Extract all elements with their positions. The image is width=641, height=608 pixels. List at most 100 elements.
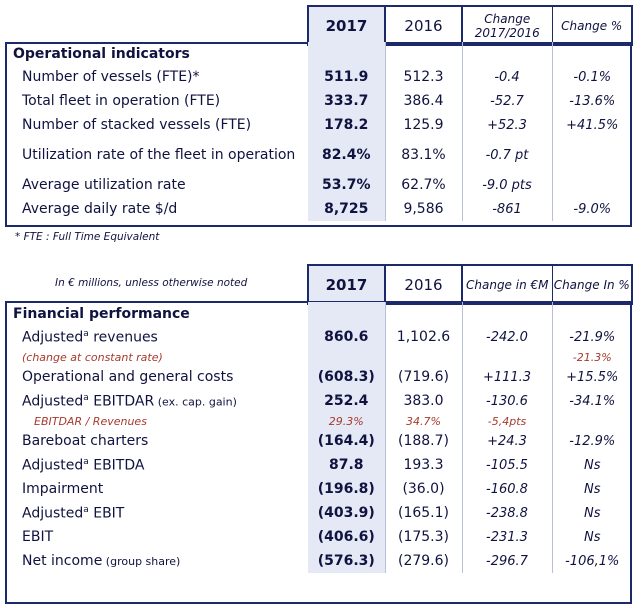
row-label: Net income (group share) [5, 549, 308, 573]
section-title-operational: Operational indicators [13, 45, 190, 62]
value-change: -242.0 [461, 325, 552, 349]
value-2017: (196.8) [308, 477, 385, 501]
value-change-pct [551, 413, 632, 429]
table-row: Number of vessels (FTE)* 511.9 512.3 -0.4 -0… [5, 65, 632, 89]
value-change: -0.4 [461, 65, 552, 89]
value-change-pct: -21.3% [551, 349, 632, 365]
row-label: Average daily rate $/d [22, 201, 178, 217]
table-row: EBITDAR / Revenues 29.3% 34.7% -5,4pts [5, 413, 632, 429]
superscript-marker: a [83, 456, 89, 467]
row-label-small: (ex. cap. gain) [154, 395, 237, 409]
value-2016: (279.6) [384, 549, 462, 573]
table-row: Adjusteda EBIT (403.9) (165.1) -238.8 Ns [5, 501, 632, 525]
value-2016: 1,102.6 [384, 325, 462, 349]
superscript-marker: a [83, 328, 89, 339]
row-label: (change at constant rate) [5, 349, 308, 365]
table2-header-empty [5, 265, 308, 304]
value-change-pct: -21.9% [551, 325, 632, 349]
value-2016: 386.4 [384, 89, 462, 113]
value-2016: (175.3) [384, 525, 462, 549]
row-label-note: EBITDAR / Revenues [34, 415, 147, 428]
table2-header-2017: 2017 [307, 264, 386, 305]
value-change: -861 [461, 197, 552, 221]
table-row: Adjusteda revenues 860.6 1,102.6 -242.0 -21.… [5, 325, 632, 349]
row-label: Adjusteda revenues [5, 325, 308, 349]
row-label: Average utilization rate [22, 177, 186, 193]
row-label: EBIT [5, 525, 308, 549]
value-change-pct: -34.1% [551, 389, 632, 413]
row-label: EBITDAR / Revenues [5, 413, 308, 429]
value-change: -0.7 pt [461, 137, 552, 173]
value-2017: (406.6) [308, 525, 385, 549]
row-label-suffix: EBIT [88, 505, 125, 522]
row-label: Adjusteda EBITDAR (ex. cap. gain) [5, 389, 308, 413]
financial-performance-body: Financial performance Adjusteda revenues… [5, 302, 632, 573]
value-change: -238.8 [461, 501, 552, 525]
value-2016: (36.0) [384, 477, 462, 501]
table-row: EBIT (406.6) (175.3) -231.3 Ns [5, 525, 632, 549]
value-2017: (576.3) [308, 549, 385, 573]
value-2016: (188.7) [384, 429, 462, 453]
value-2017: 29.3% [308, 413, 385, 429]
table-row: Net income (group share) (576.3) (279.6) -2… [5, 549, 632, 573]
unit-note: In € millions, unless otherwise noted [55, 277, 248, 289]
row-label-text: Adjusted [22, 457, 84, 474]
table-row: Bareboat charters (164.4) (188.7) +24.3 -12.… [5, 429, 632, 453]
value-change: -105.5 [461, 453, 552, 477]
value-2016: (719.6) [384, 365, 462, 389]
value-change-pct: +41.5% [551, 113, 632, 137]
value-2016: 125.9 [384, 113, 462, 137]
row-label-small: (group share) [102, 555, 181, 568]
table2-header-2016: 2016 [385, 264, 462, 305]
operational-indicators-body: Operational indicators Number of vessels… [5, 42, 632, 221]
value-change: -52.7 [461, 89, 552, 113]
operational-indicators-table: 2017 2016 Change 2017/2016 Change % [5, 5, 633, 46]
table2-header-change: Change in €M [461, 264, 553, 305]
value-2017: 511.9 [308, 65, 385, 89]
value-2016: 512.3 [384, 65, 462, 89]
value-2017: 82.4% [308, 137, 385, 173]
value-change-pct [551, 173, 632, 197]
value-change: +24.3 [461, 429, 552, 453]
row-label-suffix: revenues [88, 329, 158, 346]
value-2017: 333.7 [308, 89, 385, 113]
value-2016 [384, 349, 462, 365]
row-label: Adjusteda EBIT [5, 501, 308, 525]
value-change-pct: Ns [551, 501, 632, 525]
table1-header-empty [5, 6, 308, 45]
row-label-suffix: EBITDAR [88, 393, 155, 410]
row-label-text: Operational and general costs [22, 369, 234, 385]
value-change-pct: -12.9% [551, 429, 632, 453]
value-2016: 83.1% [384, 137, 462, 173]
row-label: Total fleet in operation (FTE) [22, 93, 221, 109]
value-change: -231.3 [461, 525, 552, 549]
value-2017 [308, 349, 385, 365]
row-label: Number of stacked vessels (FTE) [22, 117, 252, 133]
value-change: -9.0 pts [461, 173, 552, 197]
value-2017: 860.6 [308, 325, 385, 349]
value-2016: 62.7% [384, 173, 462, 197]
value-2017: 252.4 [308, 389, 385, 413]
value-2016: 193.3 [384, 453, 462, 477]
section-title-financial: Financial performance [13, 305, 190, 322]
table1-header-2017: 2017 [307, 5, 386, 46]
row-label: Impairment [5, 477, 308, 501]
row-label-text: Adjusted [22, 505, 84, 522]
row-label-text: Net income [22, 553, 103, 569]
value-2016: 9,586 [384, 197, 462, 221]
value-2017: 8,725 [308, 197, 385, 221]
table-row: Operational and general costs (608.3) (719… [5, 365, 632, 389]
row-label-text: Adjusted [22, 393, 84, 410]
table2-header-change-pct: Change In % [552, 264, 633, 305]
row-label: Adjusteda EBITDA [5, 453, 308, 477]
row-label-note: (change at constant rate) [22, 351, 163, 364]
financial-performance-table: 2017 2016 Change in €M Change In % [5, 264, 633, 305]
row-label-text: Adjusted [22, 329, 84, 346]
row-label-text: EBIT [22, 529, 54, 545]
table-row: Impairment (196.8) (36.0) -160.8 Ns [5, 477, 632, 501]
table-row: Total fleet in operation (FTE) 333.7 386.4… [5, 89, 632, 113]
value-change: -296.7 [461, 549, 552, 573]
value-change-pct: Ns [551, 453, 632, 477]
value-2017: (403.9) [308, 501, 385, 525]
row-label-suffix: EBITDA [88, 457, 145, 474]
